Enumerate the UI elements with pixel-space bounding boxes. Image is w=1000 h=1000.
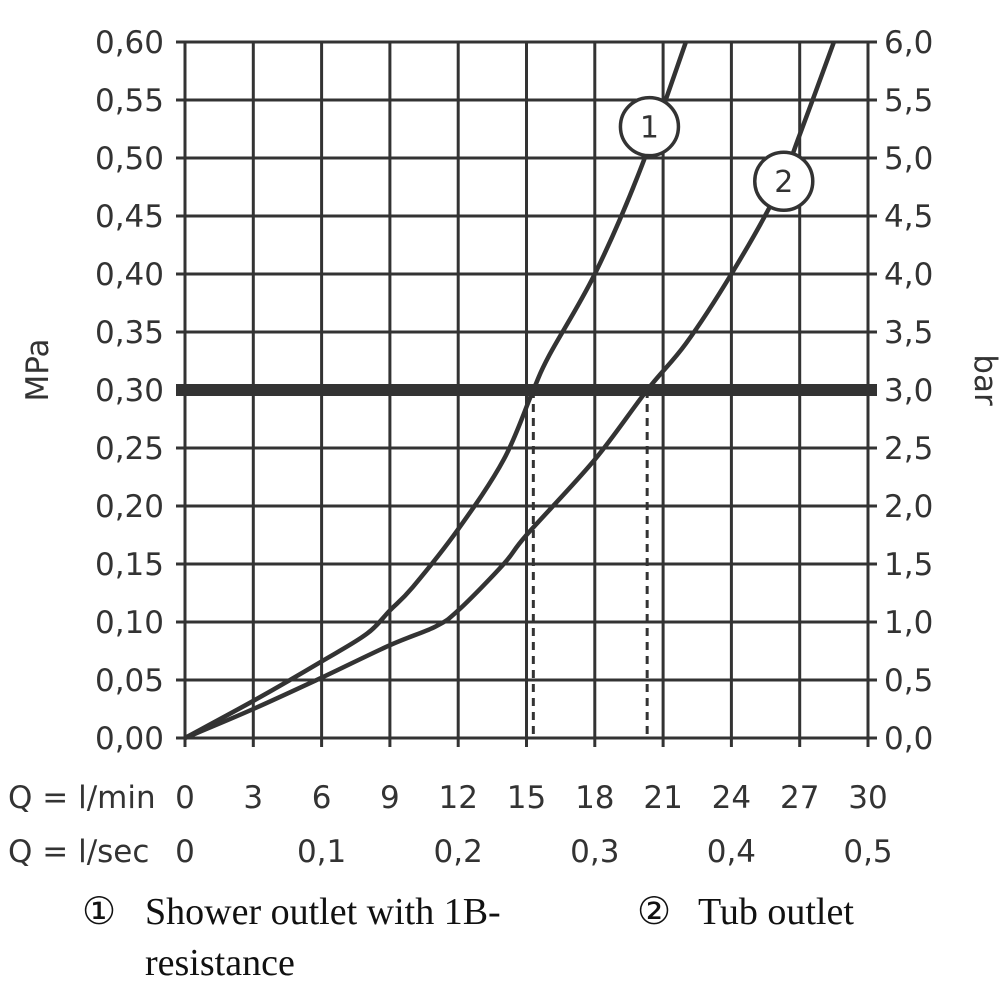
x-tick-label-lsec: 0,1 [297, 834, 346, 870]
x-axis-lsec-title: Q = l/sec [8, 834, 149, 870]
y-axis-left-title: MPa [20, 338, 56, 401]
y-tick-label-right: 4,0 [884, 257, 933, 293]
y-tick-label-left: 0,20 [95, 489, 164, 525]
series-line-1 [183, 41, 689, 740]
curve-marker-circle-1 [618, 95, 681, 158]
y-tick-label-left: 0,60 [95, 25, 164, 61]
y-axis-left: 0,00 0,05 0,10 0,15 0,20 0,25 0,30 0,35 0,40 0,45… [95, 25, 164, 757]
legend-symbol-1: ① [82, 891, 116, 933]
x-tick-label-lmin: 24 [712, 780, 751, 816]
y-tick-label-right: 1,5 [884, 547, 933, 583]
curve-marker-label-2: 2 [774, 165, 793, 200]
y-tick-label-left: 0,10 [95, 605, 164, 641]
y-tick-label-left: 0,25 [95, 431, 164, 467]
x-tick-label-lsec: 0 [175, 834, 195, 870]
series-line-2 [184, 41, 837, 741]
y-tick-label-right: 1,0 [884, 605, 933, 641]
y-tick-label-right: 2,0 [884, 489, 933, 525]
y-tick-label-left: 0,05 [95, 663, 164, 699]
y-tick-label-left: 0,45 [95, 199, 164, 235]
x-tick-label-lmin: 27 [780, 780, 819, 816]
y-tick-label-right: 0,5 [884, 663, 933, 699]
x-tick-label-lmin: 18 [575, 780, 614, 816]
legend-label-2: Tub outlet [698, 891, 854, 933]
x-tick-label-lmin: 15 [507, 780, 546, 816]
reference-layer [176, 384, 877, 738]
y-tick-label-left: 0,30 [95, 373, 164, 409]
x-tick-label-lmin: 21 [643, 780, 682, 816]
y-tick-label-right: 6,0 [884, 25, 933, 61]
x-tick-label-lsec: 0,3 [570, 834, 619, 870]
y-tick-label-right: 4,5 [884, 199, 933, 235]
x-tick-label-lsec: 0,4 [707, 834, 756, 870]
y-axis-right-title: bar [967, 354, 1000, 406]
x-tick-label-lmin: 3 [243, 780, 263, 816]
series-layer [183, 41, 837, 741]
y-tick-label-left: 0,50 [95, 141, 164, 177]
y-tick-label-right: 0,0 [884, 721, 933, 757]
y-tick-label-left: 0,00 [95, 721, 164, 757]
x-tick-label-lmin: 9 [380, 780, 400, 816]
x-axis: 0 3 6 9 12 15 18 21 24 27 30 0 0,1 0,2 0,3 0,4 0,5 [175, 780, 893, 870]
y-tick-label-left: 0,55 [95, 83, 164, 119]
y-tick-label-right: 3,5 [884, 315, 933, 351]
y-tick-label-right: 5,5 [884, 83, 933, 119]
x-tick-label-lmin: 12 [438, 780, 477, 816]
y-tick-label-right: 3,0 [884, 373, 933, 409]
y-tick-label-right: 2,5 [884, 431, 933, 467]
legend-label-1-line-2: resistance [145, 942, 295, 984]
legend-symbol-2: ② [637, 891, 671, 933]
y-tick-label-right: 5,0 [884, 141, 933, 177]
y-tick-label-left: 0,15 [95, 547, 164, 583]
x-tick-label-lsec: 0,5 [843, 834, 892, 870]
y-axis-right: 0,0 0,5 1,0 1,5 2,0 2,5 3,0 3,5 4,0 4,5 5,0 5,5 6,0 [884, 25, 933, 757]
curve-markers: 12 [618, 95, 815, 212]
x-tick-label-lmin: 30 [848, 780, 887, 816]
legend-label-1-line-1: Shower outlet with 1B- [145, 891, 501, 933]
curve-marker-circle-2 [753, 150, 815, 212]
y-tick-label-left: 0,35 [95, 315, 164, 351]
y-tick-label-left: 0,40 [95, 257, 164, 293]
x-axis-lmin-title: Q = l/min [8, 780, 156, 816]
x-tick-label-lmin: 0 [175, 780, 195, 816]
x-tick-label-lsec: 0,2 [434, 834, 483, 870]
curve-marker-label-1: 1 [640, 111, 659, 146]
x-tick-label-lmin: 6 [312, 780, 332, 816]
legend: ① Shower outlet with 1B- resistance ② Tu… [82, 891, 854, 984]
